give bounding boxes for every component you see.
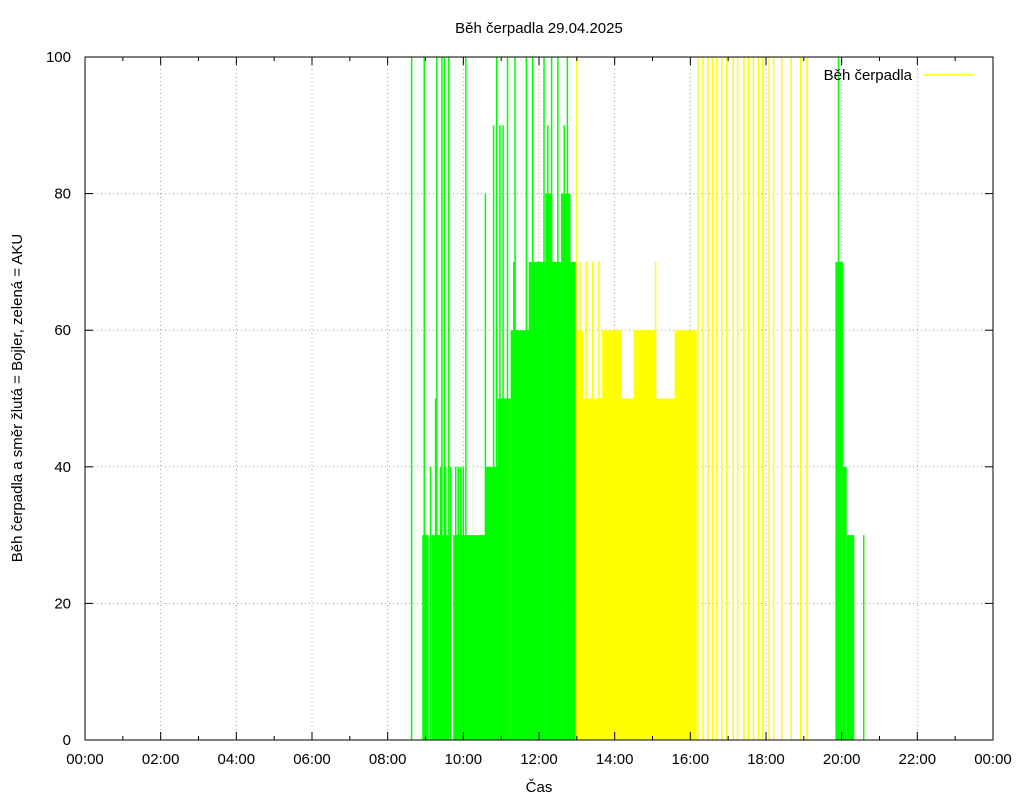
x-axis-label: Čas	[526, 779, 553, 796]
x-tick-label: 16:00	[672, 751, 710, 768]
x-tick-label: 04:00	[218, 751, 256, 768]
pump-run-block	[424, 535, 429, 740]
x-tick-label: 10:00	[445, 751, 483, 768]
y-tick-label: 40	[54, 459, 71, 476]
pump-run-block	[674, 330, 697, 740]
y-tick-label: 80	[54, 186, 71, 203]
x-tick-label: 08:00	[369, 751, 407, 768]
x-tick-label: 00:00	[66, 751, 104, 768]
y-tick-label: 60	[54, 322, 71, 339]
x-tick-label: 02:00	[142, 751, 180, 768]
pump-run-block	[842, 466, 847, 740]
legend: Běh čerpadla	[824, 67, 974, 84]
y-tick-label: 20	[54, 595, 71, 612]
pump-run-block	[570, 261, 576, 740]
x-tick-label: 14:00	[596, 751, 634, 768]
legend-label: Běh čerpadla	[824, 67, 913, 84]
pump-run-block	[561, 193, 571, 741]
y-tick-label: 0	[63, 732, 71, 749]
pump-run-block	[602, 330, 621, 740]
ticks	[84, 56, 994, 741]
x-tick-label: 06:00	[293, 751, 331, 768]
x-tick-label: 22:00	[899, 751, 937, 768]
pump-run-block	[655, 398, 675, 740]
plot-area	[410, 57, 865, 741]
x-tick-label: 20:00	[823, 751, 861, 768]
y-tick-label: 100	[46, 49, 71, 66]
chart-title: Běh čerpadla 29.04.2025	[455, 20, 623, 37]
x-tick-labels: 00:00 02:00 04:00 06:00 08:00 10:00 12:00 14:00…	[66, 751, 1012, 768]
x-tick-label: 00:00	[974, 751, 1012, 768]
y-axis-label: Běh čerpadla a směr žlutá = Bojler, zele…	[9, 234, 26, 563]
pump-run-block	[620, 398, 634, 740]
pump-run-block	[485, 466, 499, 740]
pump-run-block	[633, 330, 656, 740]
x-tick-label: 18:00	[747, 751, 785, 768]
y-tick-labels: 0 20 40 60 80 100	[46, 49, 71, 749]
x-tick-label: 12:00	[520, 751, 558, 768]
pump-run-block	[551, 261, 562, 740]
pump-run-block	[846, 535, 855, 740]
